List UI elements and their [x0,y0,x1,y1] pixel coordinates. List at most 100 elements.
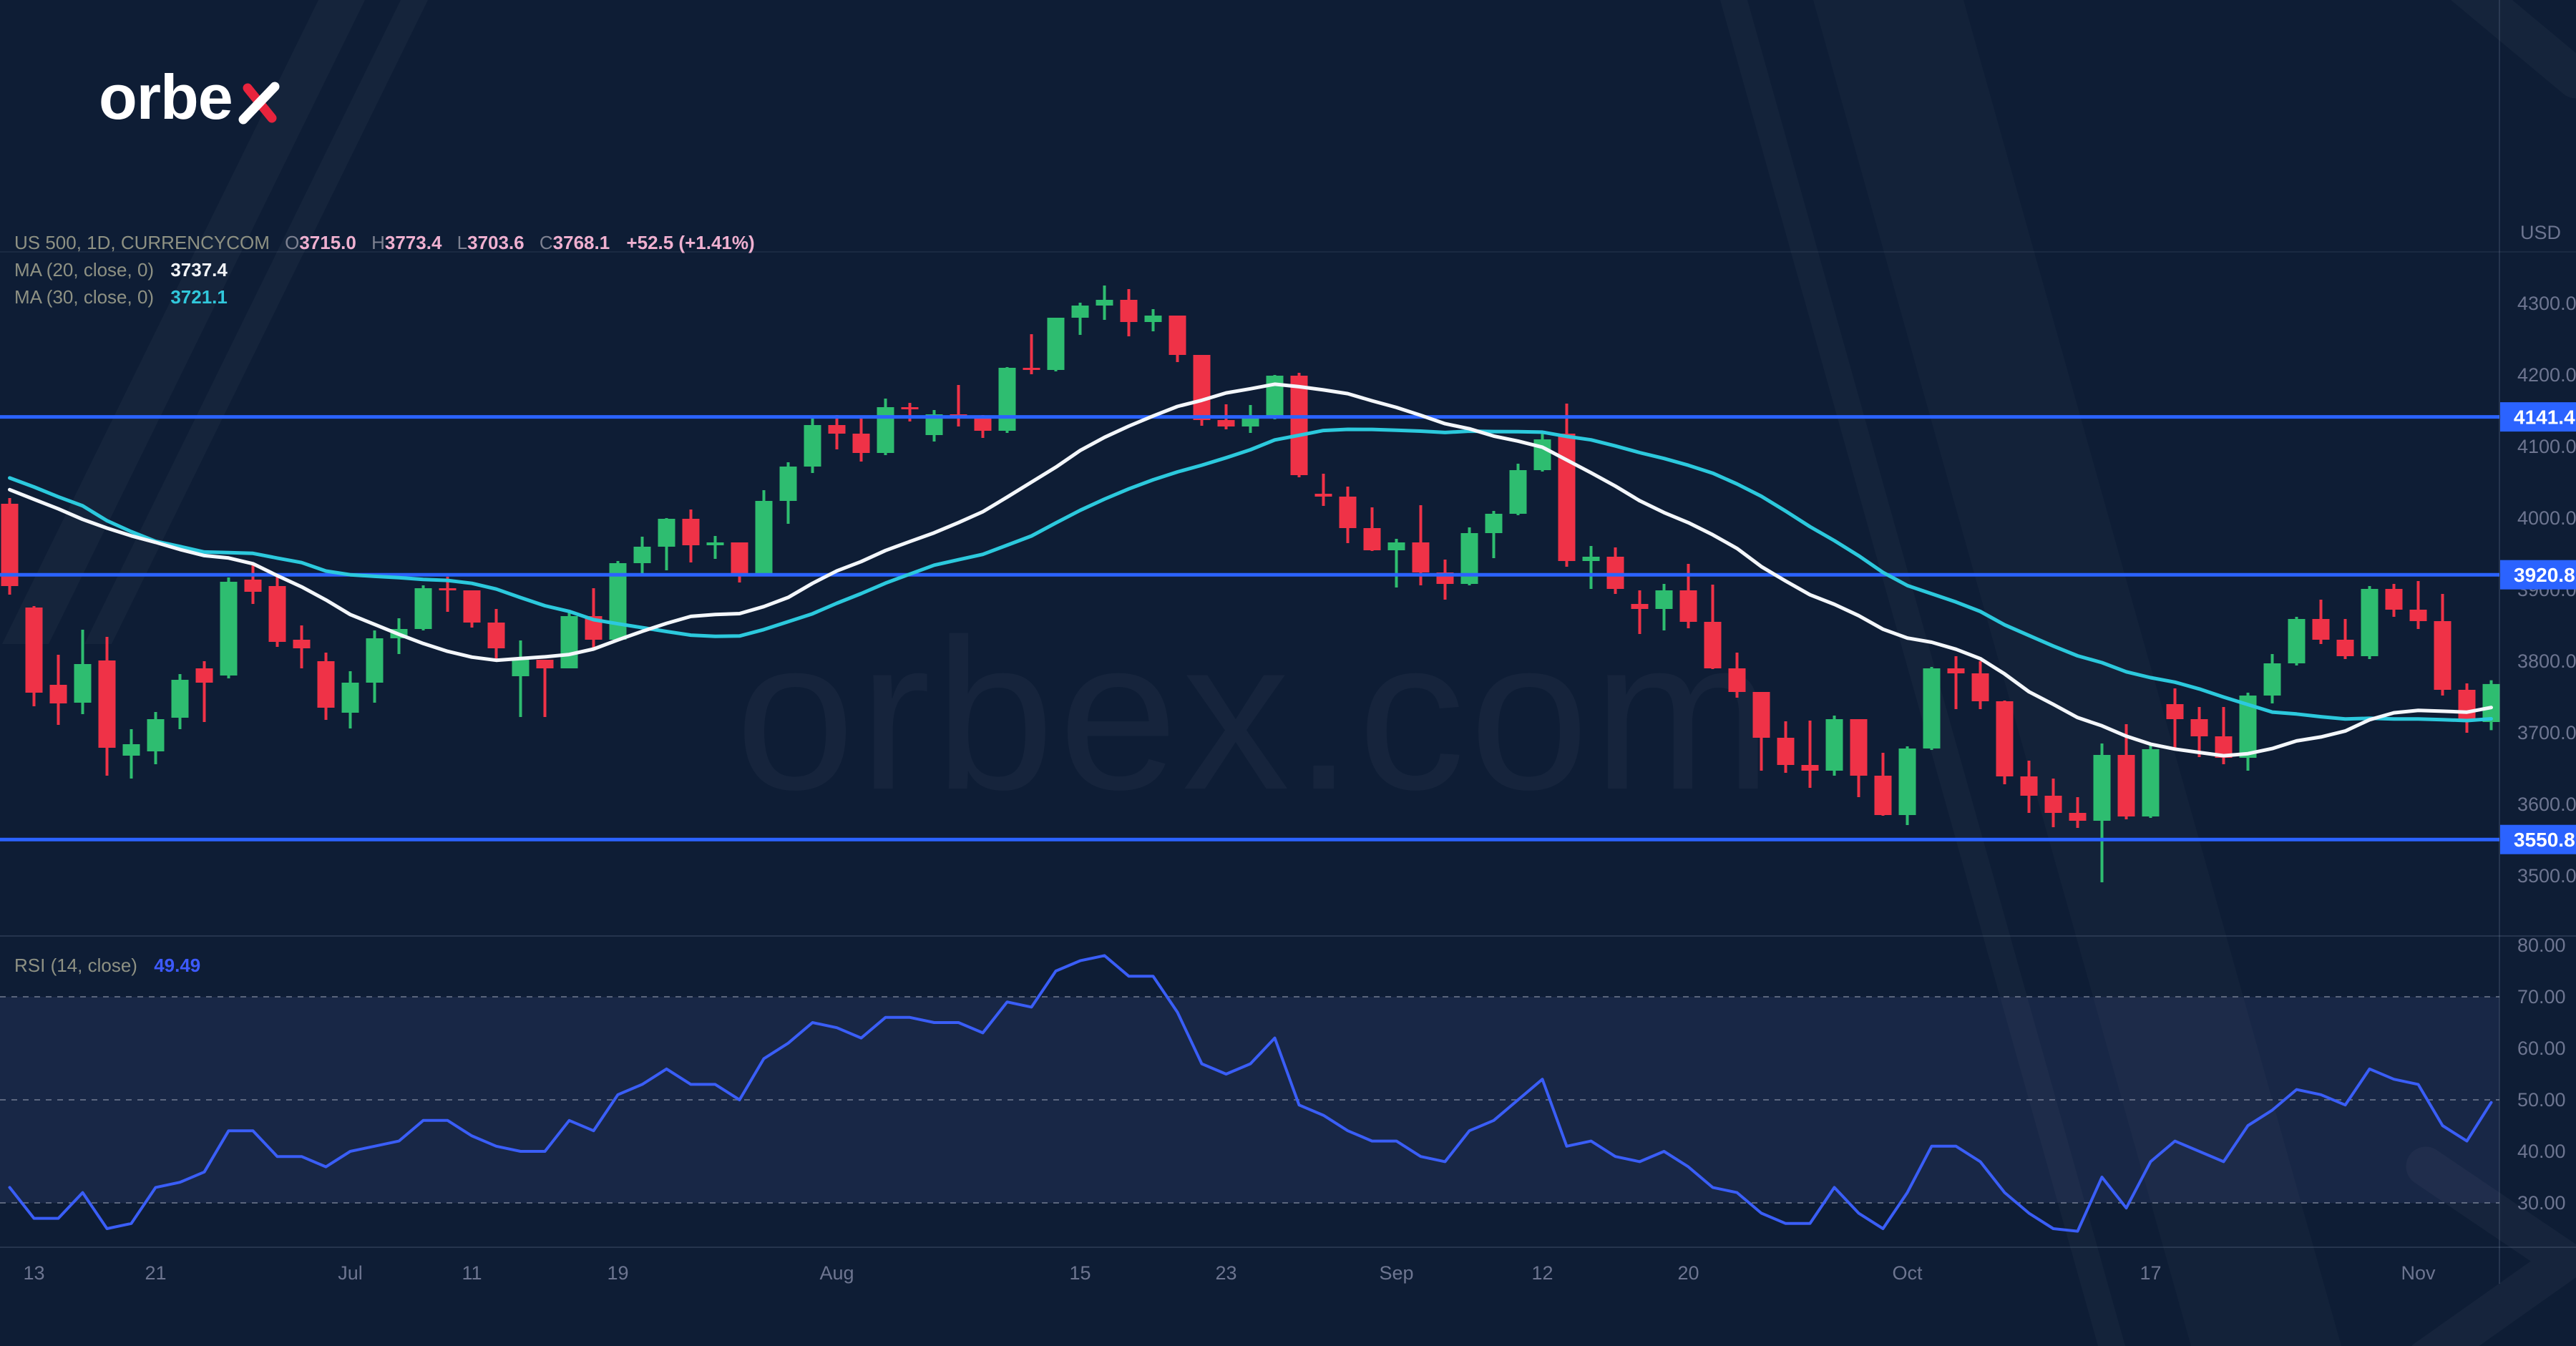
time-axis-label: 11 [462,1262,482,1284]
candle-body [1509,470,1527,514]
candle-body [804,425,821,467]
candle-body [1266,376,1284,418]
watermark: orbex.com [736,594,1777,834]
candle-body [998,368,1016,431]
price-axis-tick: 3700.0 [2517,722,2576,743]
candle-body [1290,376,1308,475]
time-axis-label: 15 [1069,1262,1091,1284]
candle-body [2142,749,2160,816]
candle-body [560,616,578,668]
ma30-legend-row[interactable]: MA (30, close, 0) 3721.1 [14,283,755,311]
orbex-logo-text: orbe [99,62,233,132]
candle-body [487,623,505,648]
candle-body [1582,557,1600,561]
rsi-band [0,996,2499,1204]
candle-body [901,407,919,409]
candle-body [779,467,797,501]
candle-body [1631,604,1649,609]
price-level-label-box [2500,560,2576,590]
open-label: O [285,232,300,253]
candle-body [536,660,554,668]
price-level-label-box [2500,402,2576,432]
candle-body [974,418,992,431]
price-axis-tick: 4000.0 [2517,507,2576,529]
price-level-label: 4141.4 [2514,406,2575,429]
time-axis-label: Aug [819,1262,854,1284]
candle-body [2093,755,2111,821]
price-axis-tick: 4300.0 [2517,293,2576,314]
candle-body [1193,355,1211,420]
candle-body [1947,668,1965,673]
candle-body [1923,668,1941,748]
candle-body [2458,690,2476,719]
watermark-text: orbex.com [736,594,1777,834]
rsi-axis[interactable]: 80.00 70.00 60.00 50.00 40.00 30.00 [2517,935,2566,1214]
time-axis[interactable]: 13 21 Jul 11 19 Aug 15 23 Sep 12 20 Oct 17 Nov [23,1262,2436,1284]
candle-body [1996,701,2014,776]
candle-body [414,588,432,629]
price-levels-layer [0,415,2499,842]
candle-body [2117,755,2135,816]
rsi-line[interactable] [8,954,2493,1233]
candle-body [2166,704,2184,719]
candle-body [341,683,359,713]
price-level-label: 3550.8 [2514,829,2575,851]
candle-body [731,542,748,575]
candle-body [1874,776,1892,815]
time-axis-label: 20 [1677,1262,1699,1284]
candle-body [2020,776,2038,796]
price-axis-tick: 4100.0 [2517,436,2576,457]
candle-body [755,501,773,575]
symbol-title: US 500, 1D, CURRENCYCOM [14,232,270,253]
candle-body [2069,813,2087,821]
price-axis-tick: 3800.0 [2517,650,2576,672]
candle-body [2312,619,2330,640]
rsi-axis-tick: 40.00 [2517,1141,2566,1162]
candle-body [852,434,870,453]
candle-body [98,660,116,748]
orbex-logo-x-icon [238,82,280,125]
ma30-line[interactable] [8,427,2493,723]
symbol-legend-row[interactable]: US 500, 1D, CURRENCYCOM O3715.0 H3773.4 … [14,229,755,256]
ma20-line[interactable] [8,382,2493,758]
time-axis-label: 13 [23,1262,44,1284]
candle-body [1339,497,1357,528]
candle-body [25,608,43,693]
candle-body [2044,796,2062,813]
candle-body [463,590,481,623]
time-axis-label: 17 [2140,1262,2161,1284]
rsi-legend-row[interactable]: RSI (14, close) 49.49 [14,955,200,976]
rsi-axis-tick: 30.00 [2517,1192,2566,1214]
candle-body [1071,306,1089,318]
candle-body [706,542,724,545]
price-level-label-box [2500,824,2576,854]
orbex-logo: orbe [99,66,283,129]
candle-body [1704,622,1722,668]
candle-body [74,664,92,703]
rsi-axis-tick: 60.00 [2517,1038,2566,1059]
candle-body [293,640,311,648]
rsi-axis-tick: 70.00 [2517,986,2566,1008]
ma20-label: MA (20, close, 0) [14,259,155,281]
ma20-legend-row[interactable]: MA (20, close, 0) 3737.4 [14,256,755,283]
candle-body [439,588,457,590]
candle-body [2361,589,2379,656]
price-axis-tick: 4200.0 [2517,364,2576,386]
time-axis-label: Nov [2401,1262,2436,1284]
open-value: 3715.0 [299,232,356,253]
candle-body [1898,748,1916,815]
change-value: +52.5 (+1.41%) [626,232,755,253]
time-axis-label: Jul [338,1262,363,1284]
time-axis-label: 19 [607,1262,628,1284]
candle-body [1241,418,1259,426]
candle-body [2190,719,2208,736]
price-axis[interactable]: USD4300.04200.04100.04000.03900.03800.03… [2500,222,2576,887]
high-value: 3773.4 [384,232,442,253]
candle-body [658,519,675,547]
ma30-value: 3721.1 [170,286,228,308]
candle-body [1777,738,1795,765]
price-axis-tick: 3500.0 [2517,865,2576,887]
candle-body [1752,692,1770,738]
candle-body [2434,621,2451,690]
